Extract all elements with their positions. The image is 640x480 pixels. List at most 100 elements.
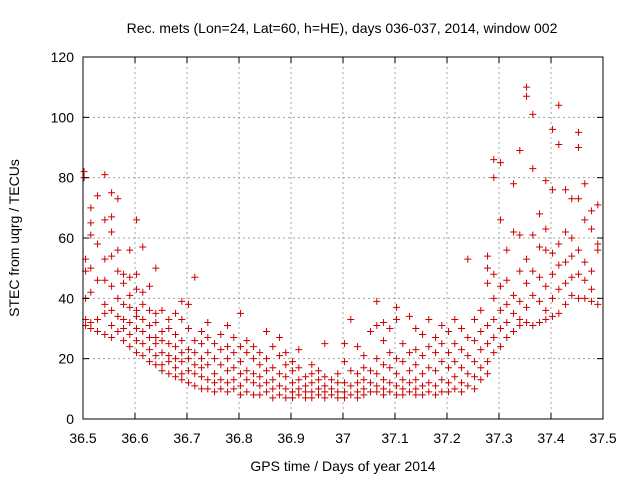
data-point [341, 340, 349, 348]
data-point [445, 364, 453, 372]
data-point [276, 370, 284, 378]
x-tick-label: 36.9 [277, 430, 304, 446]
data-point [308, 388, 316, 396]
data-point [594, 240, 602, 248]
data-point [373, 355, 381, 363]
data-point [458, 379, 466, 387]
data-point [412, 391, 420, 399]
data-point [555, 261, 563, 269]
data-point [386, 349, 394, 357]
data-point [484, 252, 492, 260]
data-point [114, 195, 122, 203]
data-point [108, 252, 116, 260]
data-point [373, 370, 381, 378]
data-point [562, 300, 570, 308]
data-point [549, 186, 557, 194]
data-point [386, 388, 394, 396]
data-point [94, 192, 102, 200]
data-point [165, 325, 173, 332]
data-point [451, 385, 459, 393]
data-point [250, 343, 258, 351]
data-point [432, 382, 440, 390]
data-point [158, 306, 166, 314]
data-point [108, 306, 116, 314]
data-point [490, 349, 498, 357]
data-point [419, 352, 427, 360]
data-point [555, 101, 563, 109]
data-point [146, 282, 154, 290]
data-point [315, 376, 323, 384]
data-point [126, 318, 134, 326]
data-point [334, 370, 342, 378]
data-point [178, 297, 186, 305]
data-point [133, 216, 141, 224]
data-point [497, 343, 505, 351]
y-tick-label: 120 [51, 49, 75, 65]
data-point [276, 382, 284, 390]
data-point [146, 321, 154, 329]
data-point [458, 325, 466, 332]
data-point [295, 364, 303, 372]
x-tick-label: 37.2 [433, 430, 460, 446]
data-point [172, 364, 180, 372]
data-point [158, 349, 166, 357]
data-point [555, 140, 563, 148]
data-point [458, 388, 466, 396]
data-point [269, 364, 277, 372]
data-point [471, 385, 479, 393]
data-point [120, 315, 128, 323]
data-point [477, 346, 485, 354]
data-point [185, 325, 193, 332]
data-point [510, 309, 518, 317]
data-point [250, 391, 258, 399]
data-point [562, 186, 570, 194]
data-point [341, 358, 349, 366]
data-point [490, 294, 498, 302]
data-point [198, 373, 206, 381]
data-point [464, 370, 472, 378]
data-point [282, 394, 290, 402]
data-point [386, 325, 394, 332]
data-point [471, 358, 479, 366]
data-point [464, 334, 472, 342]
data-point [367, 367, 375, 375]
data-point [308, 370, 316, 378]
data-point [367, 379, 375, 387]
data-point [360, 385, 368, 393]
data-point [464, 382, 472, 390]
data-point [133, 325, 141, 332]
data-point [237, 309, 245, 317]
grid [83, 57, 603, 419]
data-point [198, 340, 206, 348]
data-point [484, 279, 492, 287]
data-point [334, 394, 342, 402]
data-point [211, 388, 219, 396]
data-point [432, 367, 440, 375]
data-point [568, 291, 576, 299]
data-point [204, 385, 212, 393]
data-point [536, 318, 544, 326]
data-point [191, 361, 199, 369]
data-point [87, 325, 95, 332]
data-point [243, 349, 251, 357]
data-point [133, 285, 141, 293]
data-point [588, 267, 596, 275]
y-tick-label: 80 [58, 170, 74, 186]
data-point [529, 291, 537, 299]
data-point [230, 334, 238, 342]
data-point [503, 246, 511, 254]
data-point [101, 331, 109, 339]
data-point [529, 110, 537, 118]
data-point [399, 391, 407, 399]
data-point [549, 125, 557, 133]
data-point [542, 306, 550, 314]
x-tick-label: 37.3 [485, 430, 512, 446]
data-point [393, 303, 401, 311]
data-point [542, 282, 550, 290]
data-point [347, 315, 355, 323]
data-point [139, 243, 147, 251]
data-point [126, 343, 134, 351]
data-point [360, 376, 368, 384]
y-tick-label: 0 [66, 411, 74, 427]
data-point [406, 367, 414, 375]
